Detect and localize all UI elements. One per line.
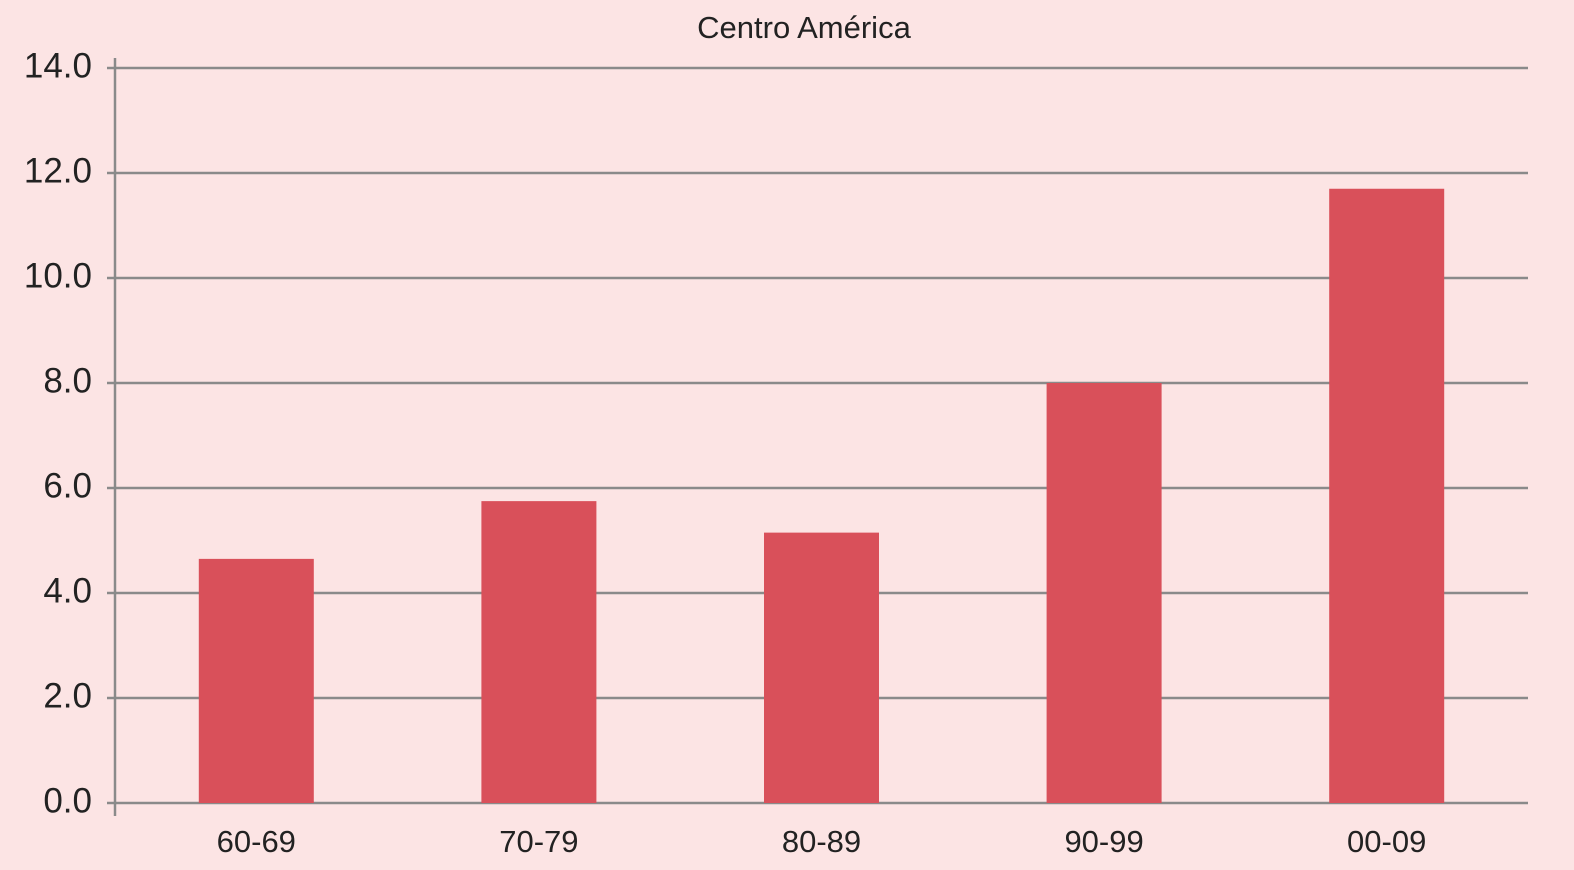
chart-title: Centro América: [697, 10, 911, 45]
y-tick-label: 8.0: [43, 361, 92, 400]
x-tick-label: 00-09: [1347, 824, 1426, 859]
bar: [1046, 383, 1162, 803]
y-tick-label: 6.0: [43, 466, 92, 505]
y-tick-label: 14.0: [24, 46, 92, 85]
x-tick-label: 80-89: [782, 824, 861, 859]
bar: [481, 501, 597, 803]
bar: [1329, 188, 1445, 803]
y-tick-label: 2.0: [43, 676, 92, 715]
x-tick-label: 70-79: [499, 824, 578, 859]
y-tick-label: 12.0: [24, 151, 92, 190]
bar: [764, 532, 879, 803]
y-tick-label: 10.0: [24, 256, 92, 295]
x-tick-label: 90-99: [1064, 824, 1143, 859]
bar: [198, 558, 314, 803]
y-tick-label: 0.0: [43, 781, 92, 820]
y-tick-label: 4.0: [43, 571, 92, 610]
x-tick-label: 60-69: [217, 824, 296, 859]
